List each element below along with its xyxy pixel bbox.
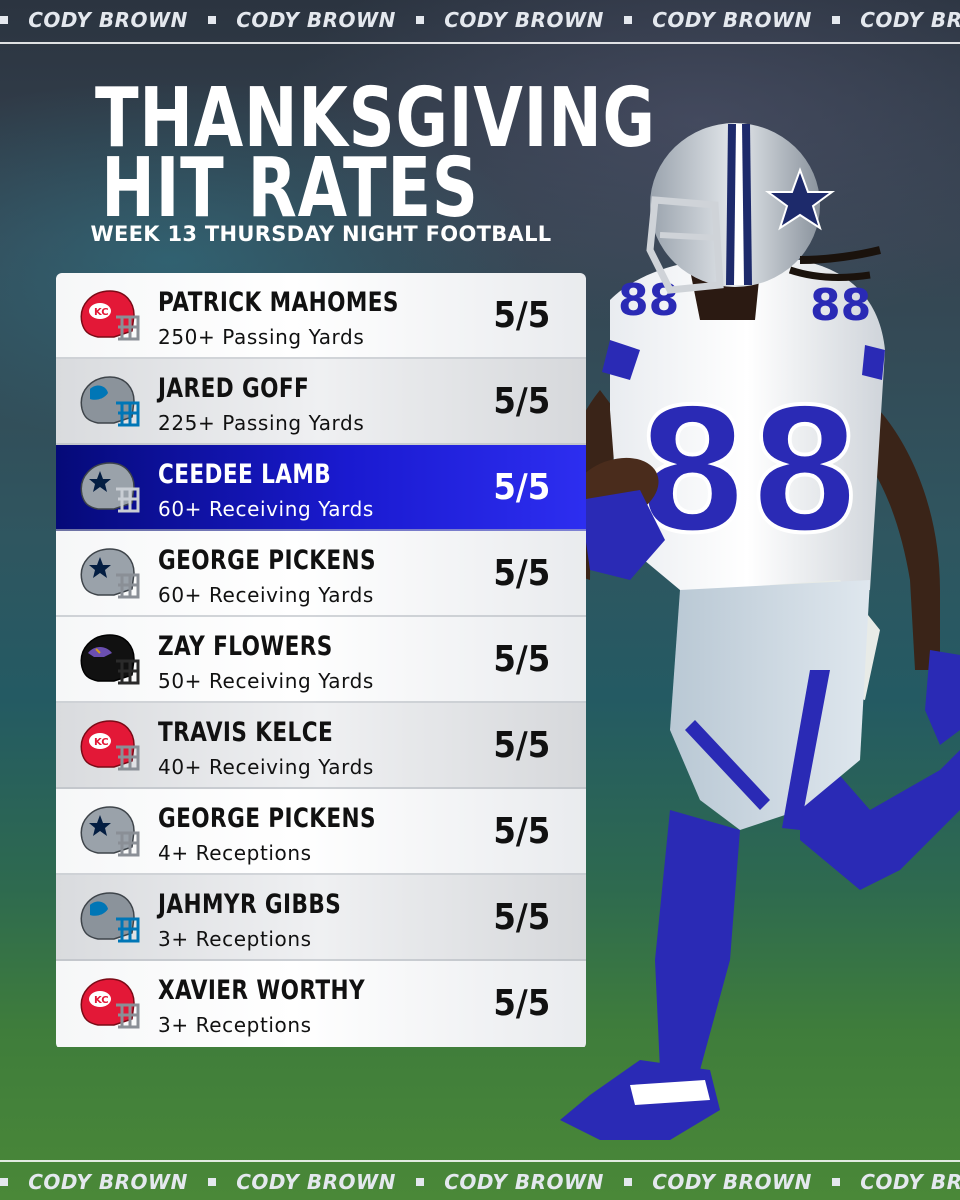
table-row: KC XAVIER WORTHY 3+ Receptions 5/5 xyxy=(56,961,586,1047)
watermark-text: CODY BROWN xyxy=(860,8,960,32)
player-name: ZAY FLOWERS xyxy=(158,631,333,662)
stripe-bullet xyxy=(208,1178,216,1186)
watermark-text: CODY BROWN xyxy=(652,8,812,32)
stripe-bullet xyxy=(208,16,216,24)
prop-line: 50+ Receiving Yards xyxy=(158,669,374,693)
stripe-bullet xyxy=(832,1178,840,1186)
hit-rate: 5/5 xyxy=(493,381,550,422)
title-line-2: HIT RATES xyxy=(101,141,479,236)
table-row: KC TRAVIS KELCE 40+ Receiving Yards 5/5 xyxy=(56,703,586,789)
player-name: GEORGE PICKENS xyxy=(158,803,376,834)
lions-helmet-icon xyxy=(80,376,140,427)
svg-text:KC: KC xyxy=(94,995,109,1006)
title-line-1: THANKSGIVING xyxy=(95,71,656,166)
hit-rate: 5/5 xyxy=(493,639,550,680)
watermark-text: CODY BROWN xyxy=(236,1170,396,1194)
prop-line: 60+ Receiving Yards xyxy=(158,583,374,607)
cowboys-helmet-icon xyxy=(80,806,140,857)
player-name: TRAVIS KELCE xyxy=(158,717,334,748)
table-row: GEORGE PICKENS 4+ Receptions 5/5 xyxy=(56,789,586,875)
table-row: JAHMYR GIBBS 3+ Receptions 5/5 xyxy=(56,875,586,961)
hit-rate: 5/5 xyxy=(493,897,550,938)
watermark-text: CODY BROWN xyxy=(444,1170,604,1194)
prop-line: 225+ Passing Yards xyxy=(158,411,365,435)
prop-line: 4+ Receptions xyxy=(158,841,312,865)
shoulder-number-right: 88 xyxy=(810,280,871,331)
chiefs-helmet-icon: KC xyxy=(80,290,140,341)
player-name: PATRICK MAHOMES xyxy=(158,287,399,318)
hit-rate: 5/5 xyxy=(493,295,550,336)
prop-line: 40+ Receiving Yards xyxy=(158,755,374,779)
prop-line: 60+ Receiving Yards xyxy=(158,497,374,521)
hit-rates-table: KC PATRICK MAHOMES 250+ Passing Yards 5/… xyxy=(56,273,586,1049)
ravens-helmet-icon xyxy=(80,634,140,685)
prop-line: 3+ Receptions xyxy=(158,927,312,951)
svg-text:KC: KC xyxy=(94,737,109,748)
cowboys-helmet-icon xyxy=(80,462,140,513)
stripe-bullet xyxy=(416,16,424,24)
watermark-text: CODY BROWN xyxy=(28,1170,188,1194)
player-name: XAVIER WORTHY xyxy=(158,975,366,1006)
player-name: JARED GOFF xyxy=(158,373,310,404)
hit-rate: 5/5 xyxy=(493,725,550,766)
watermark-stripe-top: CODY BROWN CODY BROWN CODY BROWN CODY BR… xyxy=(0,0,960,44)
table-row-highlighted: CEEDEE LAMB 60+ Receiving Yards 5/5 xyxy=(56,445,586,531)
watermark-text: CODY BROWN xyxy=(28,8,188,32)
prop-line: 250+ Passing Yards xyxy=(158,325,365,349)
player-name: GEORGE PICKENS xyxy=(158,545,376,576)
stripe-bullet xyxy=(624,16,632,24)
watermark-stripe-bottom: CODY BROWN CODY BROWN CODY BROWN CODY BR… xyxy=(0,1160,960,1200)
cowboys-helmet-icon xyxy=(80,548,140,599)
jersey-number: 88 xyxy=(636,373,861,571)
prop-line: 3+ Receptions xyxy=(158,1013,312,1037)
chiefs-helmet-icon: KC xyxy=(80,978,140,1029)
player-name: JAHMYR GIBBS xyxy=(158,889,342,920)
lions-helmet-icon xyxy=(80,892,140,943)
table-row: GEORGE PICKENS 60+ Receiving Yards 5/5 xyxy=(56,531,586,617)
table-row: ZAY FLOWERS 50+ Receiving Yards 5/5 xyxy=(56,617,586,703)
table-row: JARED GOFF 225+ Passing Yards 5/5 xyxy=(56,359,586,445)
hit-rate: 5/5 xyxy=(493,983,550,1024)
hit-rate: 5/5 xyxy=(493,811,550,852)
table-row: KC PATRICK MAHOMES 250+ Passing Yards 5/… xyxy=(56,273,586,359)
stripe-bullet xyxy=(624,1178,632,1186)
watermark-text: CODY BROWN xyxy=(444,8,604,32)
chiefs-helmet-icon: KC xyxy=(80,720,140,771)
subtitle: WEEK 13 THURSDAY NIGHT FOOTBALL xyxy=(90,222,552,246)
hit-rate: 5/5 xyxy=(493,553,550,594)
stripe-bullet xyxy=(0,1178,8,1186)
watermark-text: CODY BROWN xyxy=(652,1170,812,1194)
stripe-bullet xyxy=(0,16,8,24)
hit-rate: 5/5 xyxy=(493,467,550,508)
svg-text:KC: KC xyxy=(94,307,109,318)
watermark-text: CODY BROWN xyxy=(236,8,396,32)
player-name: CEEDEE LAMB xyxy=(158,459,332,490)
watermark-text: CODY BROWN xyxy=(860,1170,960,1194)
stripe-bullet xyxy=(832,16,840,24)
stripe-bullet xyxy=(416,1178,424,1186)
